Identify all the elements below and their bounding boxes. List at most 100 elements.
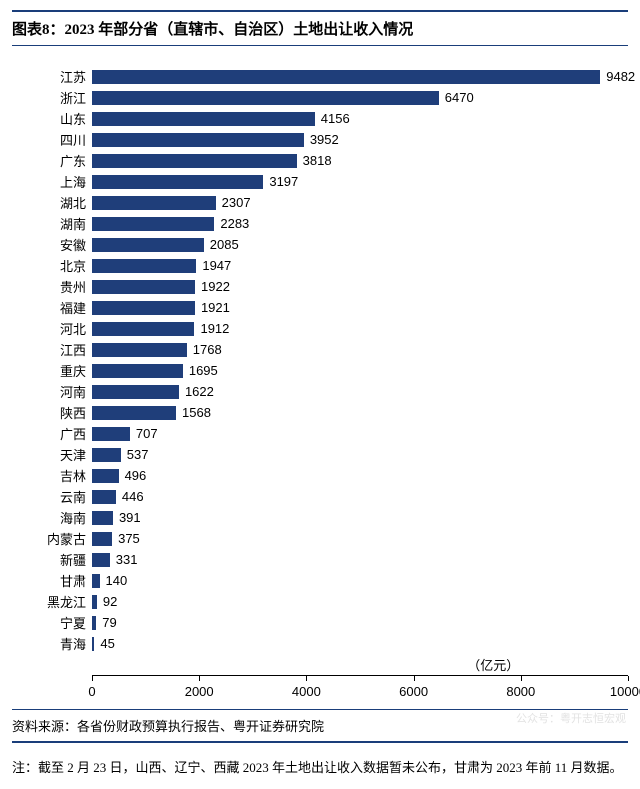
bar-row: 江西1768 — [12, 339, 628, 360]
value-label: 1768 — [193, 342, 222, 357]
bar-chart: 江苏9482浙江6470山东4156四川3952广东3818上海3197湖北23… — [12, 66, 628, 705]
category-label: 黑龙江 — [12, 592, 92, 611]
x-tick-label: 0 — [88, 684, 95, 699]
value-label: 391 — [119, 510, 141, 525]
bar-row: 天津537 — [12, 444, 628, 465]
bar — [92, 637, 94, 651]
value-label: 4156 — [321, 111, 350, 126]
watermark: 公众号：粤开志恒宏观 — [516, 710, 626, 726]
category-label: 青海 — [12, 634, 92, 653]
x-tick — [306, 676, 307, 681]
bar — [92, 595, 97, 609]
bar-row: 内蒙古 375 — [12, 528, 628, 549]
value-label: 3197 — [269, 174, 298, 189]
category-label: 山东 — [12, 109, 92, 128]
value-label: 375 — [118, 531, 140, 546]
bar — [92, 154, 297, 168]
bar — [92, 469, 119, 483]
value-label: 1568 — [182, 405, 211, 420]
category-label: 北京 — [12, 256, 92, 275]
value-label: 3818 — [303, 153, 332, 168]
category-label: 福建 — [12, 298, 92, 317]
x-tick — [521, 676, 522, 681]
category-label: 宁夏 — [12, 613, 92, 632]
x-tick-label: 2000 — [185, 684, 214, 699]
bar — [92, 616, 96, 630]
value-label: 1922 — [201, 279, 230, 294]
bar — [92, 364, 183, 378]
value-label: 9482 — [606, 69, 635, 84]
bar-row: 陕西 1568 — [12, 402, 628, 423]
bar — [92, 196, 216, 210]
bar-row: 北京 1947 — [12, 255, 628, 276]
value-label: 1947 — [202, 258, 231, 273]
value-label: 1912 — [200, 321, 229, 336]
bar-row: 贵州1922 — [12, 276, 628, 297]
category-label: 广东 — [12, 151, 92, 170]
bar-row: 山东 4156 — [12, 108, 628, 129]
category-label: 云南 — [12, 487, 92, 506]
bar — [92, 427, 130, 441]
bar — [92, 133, 304, 147]
bar — [92, 280, 195, 294]
category-label: 内蒙古 — [12, 529, 92, 548]
bar-row: 四川 3952 — [12, 129, 628, 150]
category-label: 湖南 — [12, 214, 92, 233]
category-label: 四川 — [12, 130, 92, 149]
value-label: 1622 — [185, 384, 214, 399]
bar — [92, 511, 113, 525]
value-label: 331 — [116, 552, 138, 567]
bar-row: 新疆331 — [12, 549, 628, 570]
unit-label: （亿元） — [467, 655, 519, 674]
value-label: 446 — [122, 489, 144, 504]
bar-row: 青海 45 — [12, 633, 628, 654]
x-tick — [414, 676, 415, 681]
bar-row: 上海 3197 — [12, 171, 628, 192]
x-tick — [92, 676, 93, 681]
value-label: 2283 — [220, 216, 249, 231]
value-label: 79 — [102, 615, 116, 630]
value-label: 6470 — [445, 90, 474, 105]
value-label: 707 — [136, 426, 158, 441]
x-tick-label: 10000 — [610, 684, 640, 699]
category-label: 天津 — [12, 445, 92, 464]
x-tick-label: 6000 — [399, 684, 428, 699]
bar-row: 黑龙江 92 — [12, 591, 628, 612]
bar-row: 河北 1912 — [12, 318, 628, 339]
chart-title: 图表8：2023 年部分省（直辖市、自治区）土地出让收入情况 — [12, 10, 628, 46]
bar-row: 宁夏 79 — [12, 612, 628, 633]
value-label: 1695 — [189, 363, 218, 378]
category-label: 甘肃 — [12, 571, 92, 590]
bar — [92, 553, 110, 567]
bar — [92, 385, 179, 399]
bar — [92, 175, 263, 189]
bar-row: 湖北2307 — [12, 192, 628, 213]
bar-row: 河南1622 — [12, 381, 628, 402]
value-label: 3952 — [310, 132, 339, 147]
bar — [92, 238, 204, 252]
value-label: 496 — [125, 468, 147, 483]
category-label: 河北 — [12, 319, 92, 338]
x-tick-label: 8000 — [506, 684, 535, 699]
category-label: 广西 — [12, 424, 92, 443]
bar-row: 重庆1695 — [12, 360, 628, 381]
category-label: 陕西 — [12, 403, 92, 422]
value-label: 45 — [100, 636, 114, 651]
bar-row: 广西 707 — [12, 423, 628, 444]
category-label: 安徽 — [12, 235, 92, 254]
category-label: 湖北 — [12, 193, 92, 212]
bar — [92, 532, 112, 546]
bar — [92, 301, 195, 315]
bar-row: 浙江6470 — [12, 87, 628, 108]
bar-row: 吉林496 — [12, 465, 628, 486]
value-label: 140 — [106, 573, 128, 588]
value-label: 92 — [103, 594, 117, 609]
bar — [92, 70, 600, 84]
bar — [92, 259, 196, 273]
bar-row: 海南391 — [12, 507, 628, 528]
bar — [92, 490, 116, 504]
category-label: 上海 — [12, 172, 92, 191]
x-axis: 0200040006000800010000 — [92, 675, 628, 705]
bar-row: 安徽2085 — [12, 234, 628, 255]
bar — [92, 343, 187, 357]
